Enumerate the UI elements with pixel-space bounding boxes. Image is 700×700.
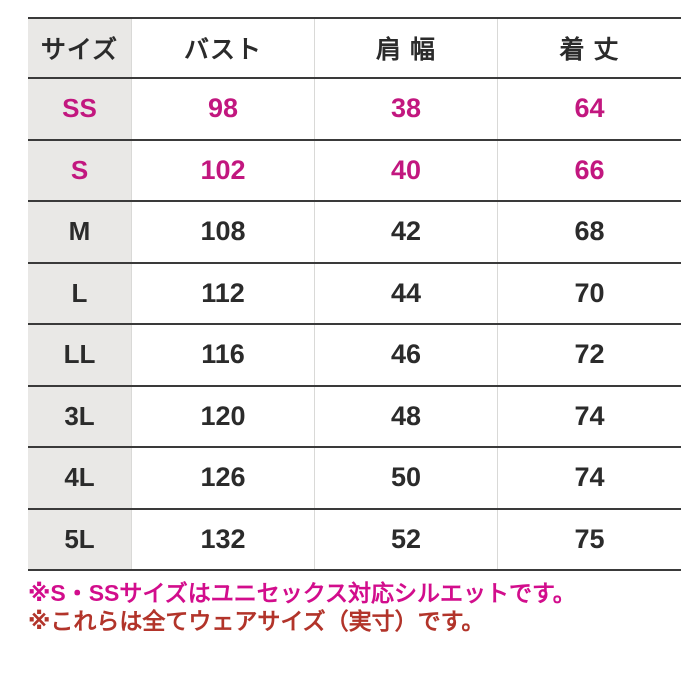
size-label: 4L xyxy=(28,448,131,508)
length-value: 68 xyxy=(497,202,681,262)
shoulder-value: 46 xyxy=(314,325,497,385)
length-value: 64 xyxy=(497,79,681,139)
shoulder-value: 40 xyxy=(314,140,497,200)
size-label: SS xyxy=(28,79,131,139)
size-label: L xyxy=(28,263,131,323)
note-actual-wear-size: ※これらは全てウェアサイズ（実寸）です。 xyxy=(28,608,485,634)
size-label: S xyxy=(28,140,131,200)
shoulder-value: 42 xyxy=(314,202,497,262)
table-row-m: M 108 42 68 xyxy=(28,202,681,264)
size-label: M xyxy=(28,202,131,262)
table-header-row: サイズ バスト 肩 幅 着 丈 xyxy=(28,19,681,79)
shoulder-value: 52 xyxy=(314,509,497,569)
length-value: 72 xyxy=(497,325,681,385)
shoulder-value: 48 xyxy=(314,386,497,446)
length-value: 74 xyxy=(497,386,681,446)
length-value: 66 xyxy=(497,140,681,200)
table-row-s: S 102 40 66 xyxy=(28,140,681,202)
length-value: 75 xyxy=(497,509,681,569)
table-row-4l: 4L 126 50 74 xyxy=(28,448,681,510)
bust-value: 112 xyxy=(131,263,314,323)
table-row-5l: 5L 132 52 75 xyxy=(28,509,681,571)
size-label: LL xyxy=(28,325,131,385)
shoulder-value: 44 xyxy=(314,263,497,323)
table-row-ss: SS 98 38 64 xyxy=(28,79,681,141)
table-row-ll: LL 116 46 72 xyxy=(28,325,681,387)
size-label: 5L xyxy=(28,509,131,569)
footnotes: ※S・SSサイズはユニセックス対応シルエットです。 ※これらは全てウェアサイズ（… xyxy=(28,579,678,635)
length-value: 70 xyxy=(497,263,681,323)
note-unisex-silhouette: ※S・SSサイズはユニセックス対応シルエットです。 xyxy=(28,580,576,606)
column-header-shoulder: 肩 幅 xyxy=(314,19,497,77)
bust-value: 108 xyxy=(131,202,314,262)
table-row-l: L 112 44 70 xyxy=(28,263,681,325)
shoulder-value: 38 xyxy=(314,79,497,139)
column-header-bust: バスト xyxy=(131,19,314,77)
size-label: 3L xyxy=(28,386,131,446)
bust-value: 98 xyxy=(131,79,314,139)
table-row-3l: 3L 120 48 74 xyxy=(28,386,681,448)
bust-value: 102 xyxy=(131,140,314,200)
length-value: 74 xyxy=(497,448,681,508)
size-table: サイズ バスト 肩 幅 着 丈 SS 98 38 64 S 102 40 66 … xyxy=(28,17,681,571)
bust-value: 126 xyxy=(131,448,314,508)
column-header-size: サイズ xyxy=(28,19,131,77)
column-header-length: 着 丈 xyxy=(497,19,681,77)
shoulder-value: 50 xyxy=(314,448,497,508)
bust-value: 120 xyxy=(131,386,314,446)
bust-value: 116 xyxy=(131,325,314,385)
bust-value: 132 xyxy=(131,509,314,569)
